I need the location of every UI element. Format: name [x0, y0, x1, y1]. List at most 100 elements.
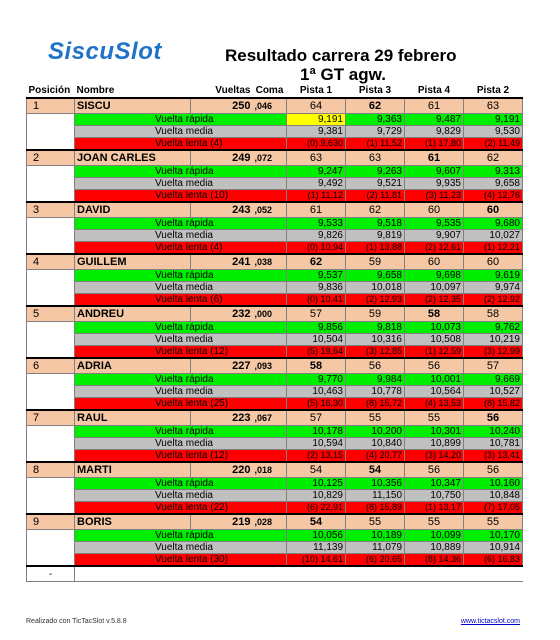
slow-lap-row: Vuelta lenta (12) (2) 13,15 (4) 20,77 (3) 1… [26, 449, 523, 463]
results-table: Posición Nombre Vueltas Coma Pista 1 Pis… [26, 83, 523, 582]
avg-lap-value: 10,504 [286, 333, 346, 346]
track-laps-cell: 55 [404, 409, 464, 426]
fast-lap-value: 9,535 [404, 217, 464, 230]
fast-lap-value: 10,099 [404, 529, 464, 542]
avg-lap-value: 10,527 [463, 385, 523, 398]
slow-lap-value: (2) 12,93 [345, 293, 405, 307]
header-row: Posición Nombre Vueltas Coma Pista 1 Pis… [27, 83, 523, 98]
track-laps-cell: 60 [463, 201, 523, 218]
position-cell: 2 [26, 149, 75, 166]
slow-label-text: Vuelta lenta [155, 450, 208, 461]
fast-lap-value: 9,607 [404, 165, 464, 178]
slow-lap-value: (8) 14,36 [404, 553, 464, 567]
fast-lap-row: Vuelta rápida 9,533 9,518 9,535 9,680 [26, 217, 523, 230]
slow-lap-value: (8) 15,82 [463, 397, 523, 411]
header-nombre: Nombre [76, 84, 115, 96]
fast-lap-value: 9,698 [404, 269, 464, 282]
fast-lap-row-label: Vuelta rápida [74, 113, 287, 126]
track-laps-cell: 63 [345, 149, 405, 166]
avg-lap-value: 10,781 [463, 437, 523, 450]
avg-lap-value: 9,907 [404, 229, 464, 242]
slow-lap-value: (10) 14,61 [286, 553, 346, 567]
blank-cell [26, 229, 75, 242]
average-lap-row: Vuelta media 9,381 9,729 9,829 9,530 [26, 125, 523, 138]
average-lap-row-label: Vuelta media [74, 385, 287, 398]
header-pista-4: Pista 4 [417, 84, 451, 96]
coma-cell: ,018 [252, 461, 287, 478]
average-lap-row: Vuelta media 9,826 9,819 9,907 10,027 [26, 229, 523, 242]
racer-row: 2 JOAN CARLES 249,072 63 63 61 62 [26, 149, 523, 166]
avg-lap-value: 9,819 [345, 229, 405, 242]
slow-lap-value: (5) 16,30 [286, 397, 346, 411]
slow-label-text: Vuelta lenta [155, 138, 208, 149]
track-laps-cell: 63 [463, 97, 523, 114]
laps-cell: 250 [190, 97, 253, 114]
slow-lap-value: (2) 11,81 [345, 189, 405, 203]
average-lap-row-label: Vuelta media [74, 489, 287, 502]
slow-lap-value: (3) 12,85 [345, 345, 405, 359]
fast-lap-value: 10,178 [286, 425, 346, 438]
header-posicion: Posición [28, 84, 71, 96]
fast-lap-value: 9,537 [286, 269, 346, 282]
track-laps-cell: 56 [463, 409, 523, 426]
slow-count: (6) [210, 294, 223, 305]
avg-lap-value: 10,463 [286, 385, 346, 398]
slow-label-text: Vuelta lenta [155, 242, 208, 253]
driver-name: MARTI [74, 461, 191, 478]
fast-lap-value: 9,533 [286, 217, 346, 230]
fast-lap-value: 10,125 [286, 477, 346, 490]
driver-name: ANDREU [74, 305, 191, 322]
track-laps-cell: 61 [404, 97, 464, 114]
track-laps-cell: 60 [463, 253, 523, 270]
avg-lap-value: 10,914 [463, 541, 523, 554]
racer-row: 4 GUILLEM 241,038 62 59 60 60 [26, 253, 523, 270]
fast-lap-value: 9,658 [345, 269, 405, 282]
slow-lap-value: (6) 16,83 [463, 553, 523, 567]
track-laps-cell: 57 [463, 357, 523, 374]
average-lap-row-label: Vuelta media [74, 281, 287, 294]
track-laps-cell: 56 [404, 357, 464, 374]
driver-name: ADRIA [74, 357, 191, 374]
empty-cell [404, 565, 464, 582]
avg-lap-value: 10,899 [404, 437, 464, 450]
avg-lap-value: 9,729 [345, 125, 405, 138]
blank-cell [26, 541, 75, 554]
slow-lap-row-label: Vuelta lenta (22) [74, 501, 287, 515]
slow-lap-value: (3) 11,23 [404, 189, 464, 203]
fast-lap-row: Vuelta rápida 9,191 9,363 9,487 9,191 [26, 113, 523, 126]
slow-lap-value: (1) 11,12 [286, 189, 346, 203]
slow-lap-row: Vuelta lenta (30) (10) 14,61 (6) 20,65 (8) … [26, 553, 523, 567]
track-laps-cell: 62 [463, 149, 523, 166]
fast-lap-row-label: Vuelta rápida [74, 217, 287, 230]
slow-lap-value: (2) 13,15 [286, 449, 346, 463]
avg-lap-value: 9,521 [345, 177, 405, 190]
avg-lap-value: 11,139 [286, 541, 346, 554]
avg-lap-value: 10,889 [404, 541, 464, 554]
avg-lap-value: 10,750 [404, 489, 464, 502]
slow-lap-row-label: Vuelta lenta (4) [74, 241, 287, 255]
fast-lap-row: Vuelta rápida 10,125 10,356 10,347 10,160 [26, 477, 523, 490]
fast-lap-value: 9,984 [345, 373, 405, 386]
track-laps-cell: 56 [463, 461, 523, 478]
average-lap-row: Vuelta media 9,836 10,018 10,097 9,974 [26, 281, 523, 294]
blank-cell [26, 177, 75, 190]
fast-lap-value: 9,669 [463, 373, 523, 386]
slow-lap-value: (8) 15,89 [345, 501, 405, 515]
blank-cell [26, 489, 75, 502]
avg-lap-value: 10,594 [286, 437, 346, 450]
page-title: Resultado carrera 29 febrero [225, 46, 457, 65]
laps-cell: 220 [190, 461, 253, 478]
fast-lap-value: 10,160 [463, 477, 523, 490]
blank-cell [26, 425, 75, 438]
fast-lap-value: 10,240 [463, 425, 523, 438]
slow-lap-row-label: Vuelta lenta (10) [74, 189, 287, 203]
position-cell: - [26, 565, 75, 582]
slow-count: (12) [210, 450, 229, 461]
footer-link[interactable]: www.tictacslot.com [460, 618, 520, 625]
slow-lap-value: (4) 13,53 [404, 397, 464, 411]
slow-lap-value: (1) 13,88 [345, 241, 405, 255]
fast-lap-row: Vuelta rápida 10,178 10,200 10,301 10,240 [26, 425, 523, 438]
position-cell: 6 [26, 357, 75, 374]
racer-row: 9 BORIS 219,028 54 55 55 55 [26, 513, 523, 530]
avg-lap-value: 10,778 [345, 385, 405, 398]
